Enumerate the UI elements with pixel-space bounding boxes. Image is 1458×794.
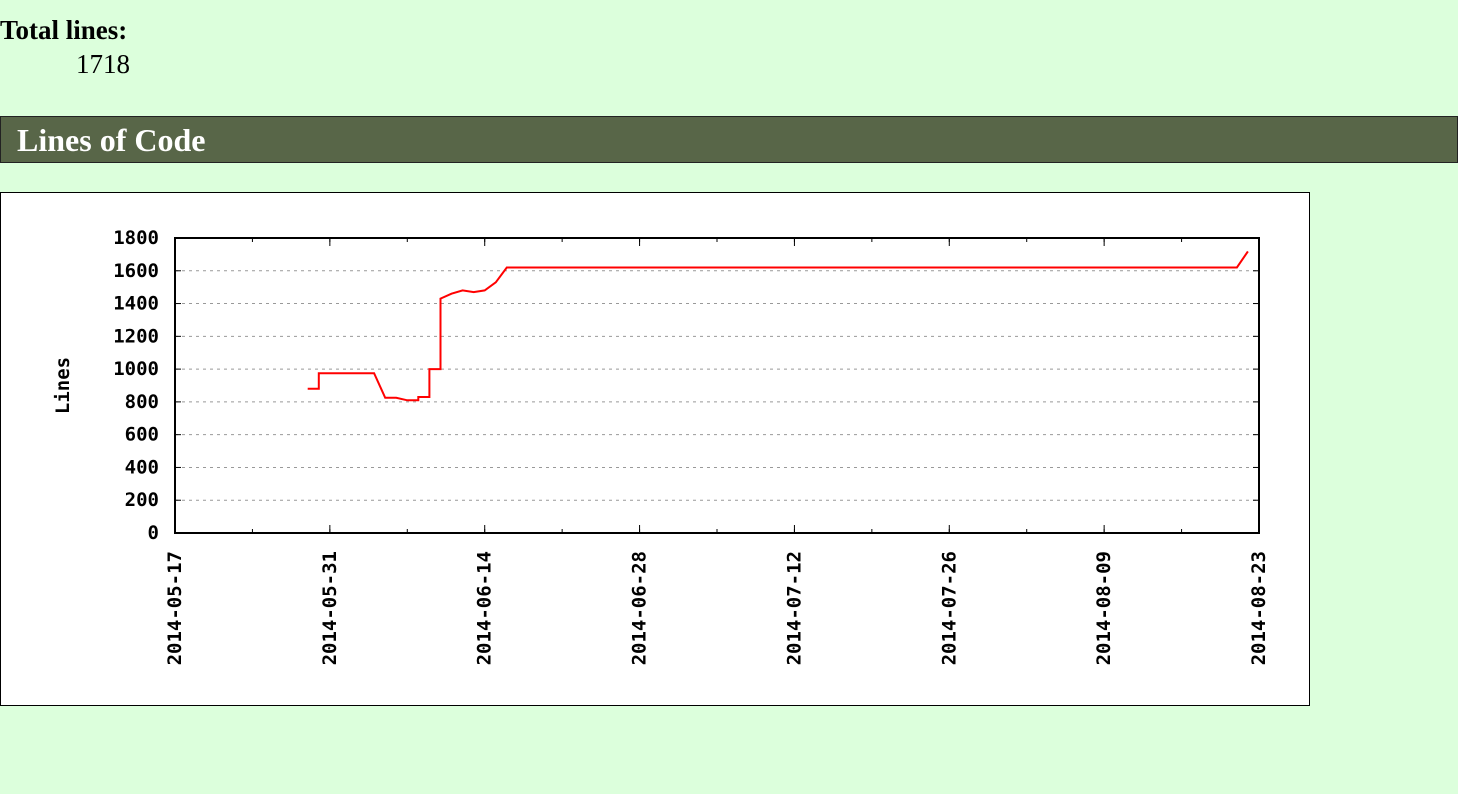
- x-tick-label: 2014-08-09: [1093, 551, 1115, 665]
- series-line-lines: [307, 250, 1249, 402]
- y-tick-label: 800: [125, 391, 159, 413]
- y-axis-ticks: 0 200 400 600 800 1000 1200 1400 1600 1800: [113, 227, 1259, 544]
- y-tick-label: 600: [125, 424, 159, 446]
- x-tick-label: 2014-05-17: [164, 551, 186, 665]
- chart-svg: 0 200 400 600 800 1000 1200 1400 1600 1800 2014-0…: [52, 227, 1270, 665]
- y-axis-label: Lines: [52, 357, 74, 414]
- y-tick-label: 200: [125, 489, 159, 511]
- x-tick-label: 2014-06-28: [629, 551, 651, 665]
- total-lines-value: 1718: [76, 49, 130, 79]
- x-tick-label: 2014-07-26: [938, 551, 960, 665]
- total-lines-block: Total lines: 1718: [0, 14, 130, 80]
- total-lines-label: Total lines:: [0, 15, 128, 45]
- section-title: Lines of Code: [17, 122, 206, 158]
- y-tick-label: 1000: [113, 358, 159, 380]
- plot-frame: [174, 237, 1260, 534]
- x-tick-label: 2014-06-14: [474, 551, 496, 665]
- y-tick-label: 1800: [113, 227, 159, 249]
- x-tick-label: 2014-07-12: [783, 551, 805, 665]
- x-axis-ticks: 2014-05-17 2014-05-31 2014-06-14 2014-06-28…: [164, 238, 1270, 665]
- y-tick-label: 400: [125, 456, 159, 478]
- y-tick-label: 1200: [113, 325, 159, 347]
- y-tick-label: 1400: [113, 293, 159, 315]
- x-tick-label: 2014-05-31: [319, 551, 341, 665]
- y-tick-label: 1600: [113, 260, 159, 282]
- x-tick-label: 2014-08-23: [1248, 551, 1270, 665]
- lines-of-code-chart: 0 200 400 600 800 1000 1200 1400 1600 1800 2014-0…: [0, 192, 1310, 706]
- y-tick-label: 0: [148, 522, 159, 544]
- section-header: Lines of Code: [0, 116, 1458, 163]
- chart-grid: [175, 270, 1259, 501]
